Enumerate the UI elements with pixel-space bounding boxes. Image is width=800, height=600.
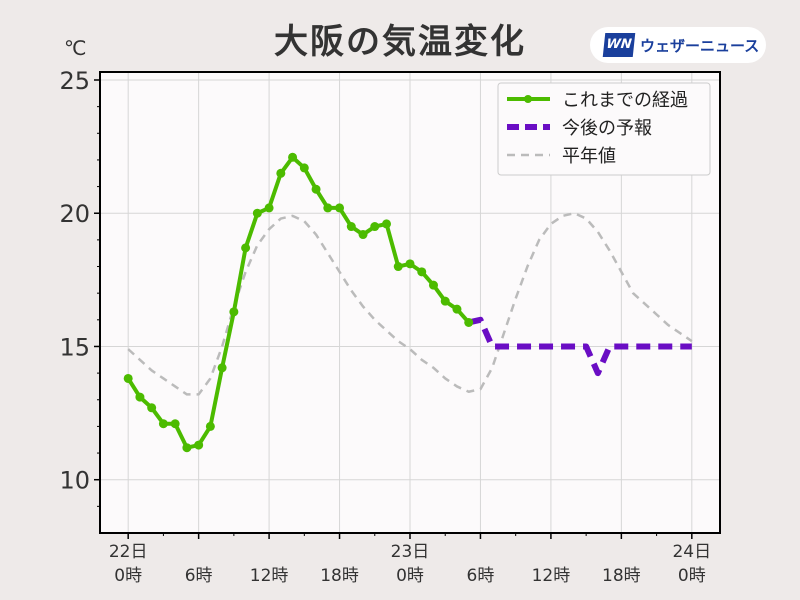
data-point bbox=[428, 280, 438, 290]
data-point bbox=[311, 184, 321, 194]
data-point bbox=[252, 208, 262, 218]
plot-frame bbox=[99, 71, 721, 534]
x-tick-label-hour: 18時 bbox=[320, 566, 359, 586]
x-tick-label-hour: 12時 bbox=[532, 566, 571, 586]
data-point bbox=[170, 419, 180, 429]
legend-label: 今後の予報 bbox=[562, 118, 652, 139]
y-tick-label: 10 bbox=[59, 467, 90, 495]
data-point bbox=[182, 443, 192, 453]
legend-box bbox=[497, 82, 711, 176]
data-point bbox=[135, 392, 145, 402]
x-tick-label-hour: 0時 bbox=[114, 566, 142, 586]
x-tick-label-hour: 0時 bbox=[678, 566, 706, 586]
legend-label: 平年値 bbox=[562, 146, 616, 167]
data-point bbox=[358, 230, 368, 240]
y-tick-label: 25 bbox=[59, 67, 90, 95]
data-point bbox=[452, 304, 462, 314]
legend-marker bbox=[524, 95, 532, 103]
data-point bbox=[288, 152, 298, 162]
data-point bbox=[370, 222, 380, 232]
x-tick-label-hour: 6時 bbox=[467, 566, 495, 586]
data-point bbox=[217, 363, 227, 373]
data-point bbox=[241, 243, 251, 253]
data-point bbox=[194, 440, 204, 450]
data-point bbox=[147, 403, 157, 413]
legend-label: これまでの経過 bbox=[562, 90, 688, 111]
data-point bbox=[205, 421, 215, 431]
x-tick-label-day: 23日 bbox=[391, 542, 430, 562]
x-tick-label-hour: 18時 bbox=[602, 566, 641, 586]
y-tick-label: 15 bbox=[59, 333, 90, 361]
series-line-1 bbox=[468, 316, 692, 377]
data-point bbox=[123, 373, 133, 383]
data-point bbox=[405, 259, 415, 269]
data-point bbox=[464, 317, 474, 327]
x-tick-label-hour: 0時 bbox=[396, 566, 424, 586]
data-point bbox=[382, 219, 392, 229]
chart-title: 大阪の気温変化 bbox=[274, 22, 526, 62]
data-point bbox=[393, 262, 403, 272]
x-tick-label-hour: 12時 bbox=[250, 566, 289, 586]
y-tick-label: 20 bbox=[59, 200, 90, 228]
data-point bbox=[346, 222, 356, 232]
data-point bbox=[158, 419, 168, 429]
data-point bbox=[323, 203, 333, 213]
x-tick-label-day: 22日 bbox=[109, 542, 148, 562]
weathernews-logo: WN ウェザーニュース bbox=[590, 27, 766, 63]
weathernews-logo-text: ウェザーニュース bbox=[640, 37, 760, 55]
data-point bbox=[335, 203, 345, 213]
data-point bbox=[276, 168, 286, 178]
data-point bbox=[229, 307, 239, 317]
x-tick-label-day: 24日 bbox=[672, 542, 711, 562]
data-point bbox=[440, 296, 450, 306]
data-point bbox=[264, 203, 274, 213]
x-tick-label-hour: 6時 bbox=[185, 566, 213, 586]
y-axis-unit: ℃ bbox=[64, 36, 87, 60]
data-point bbox=[299, 163, 309, 173]
data-point bbox=[417, 267, 427, 277]
